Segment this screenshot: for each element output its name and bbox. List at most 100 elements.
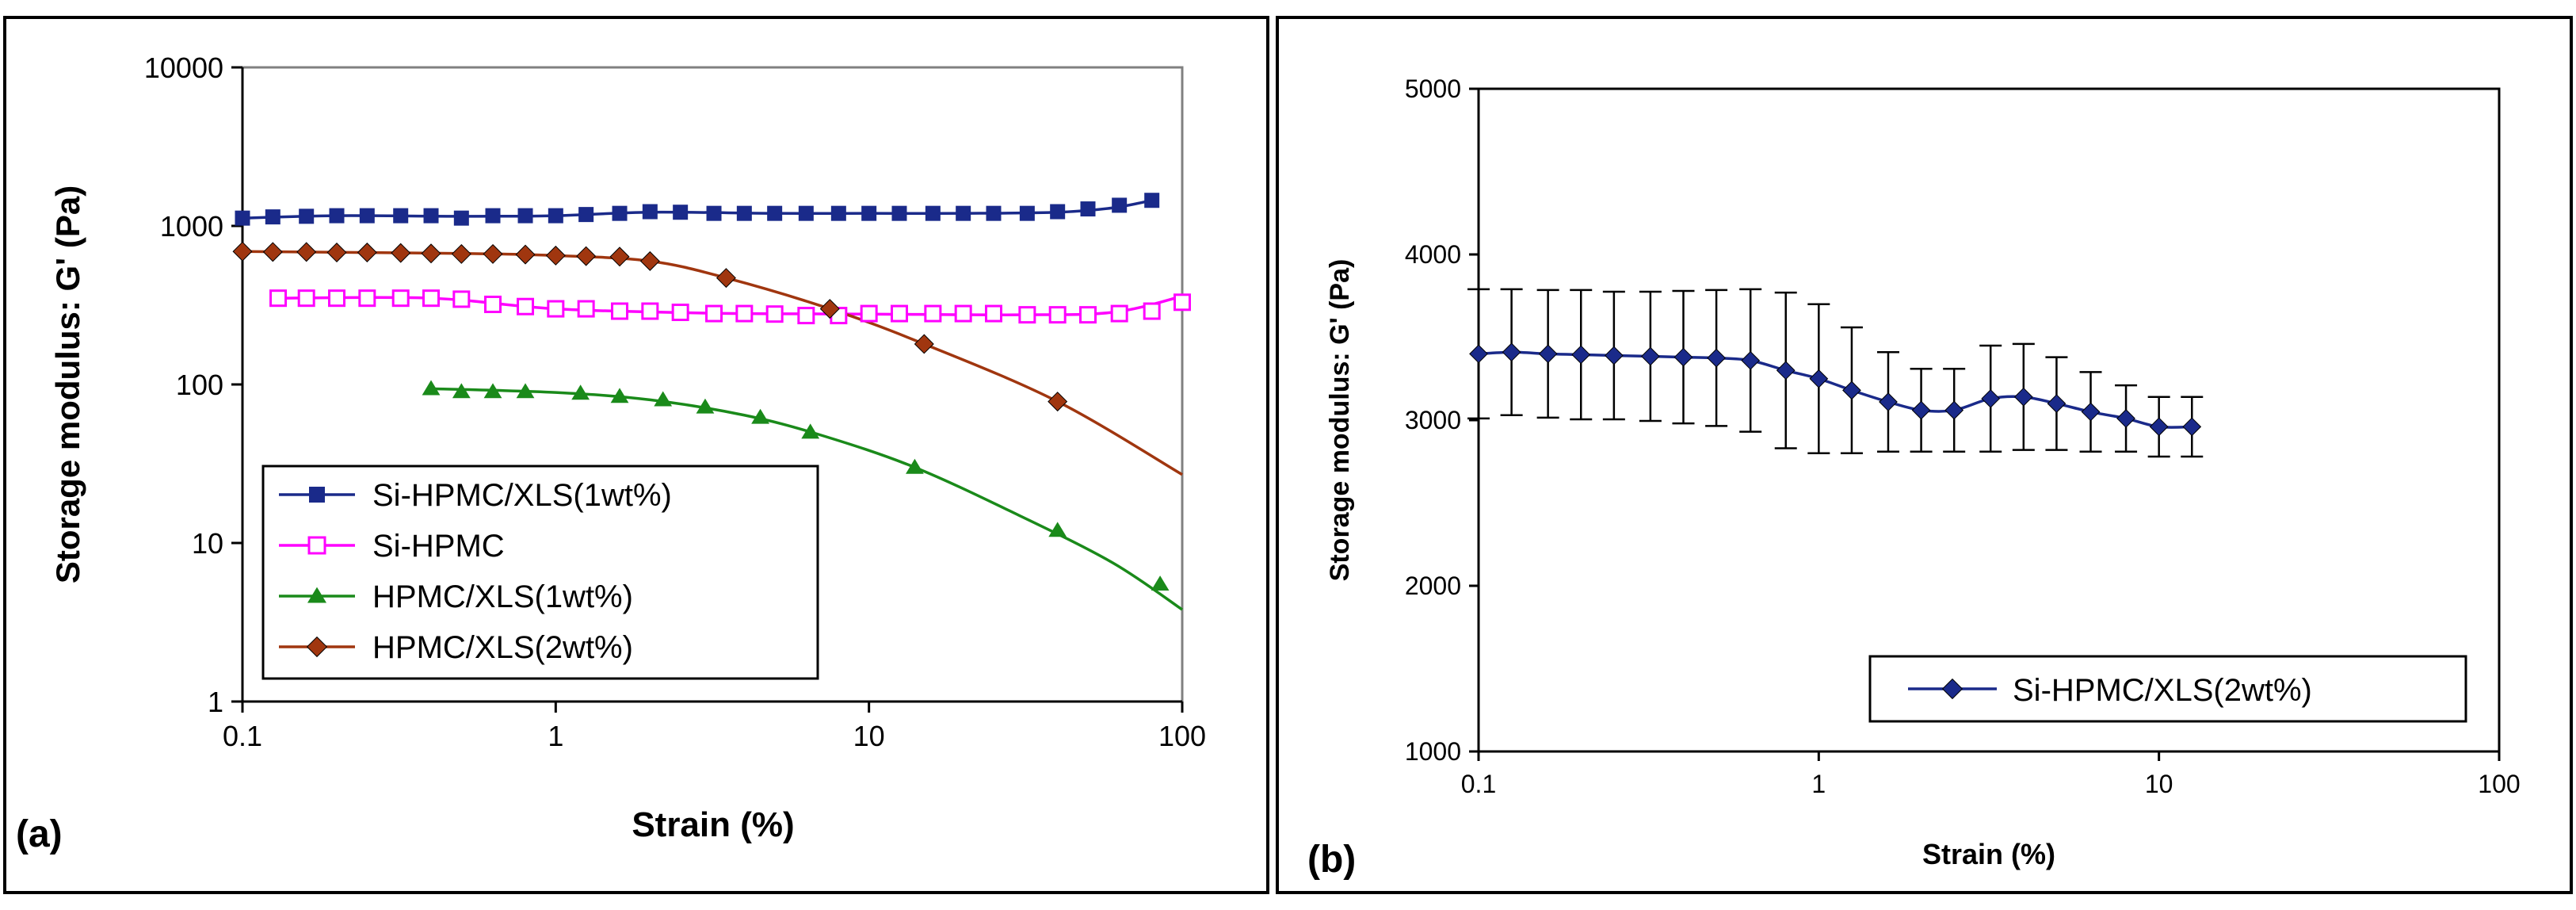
data-point [393,208,409,224]
data-point [1050,204,1066,220]
y-tick-label: 5000 [1405,75,1461,103]
data-point [452,383,471,399]
data-point [1842,380,1861,400]
data-point [483,243,503,264]
data-point [515,244,536,265]
y-axis-b: 1000 2000 3000 4000 5000 [1405,75,1479,766]
panel-label-b: (b) [1307,839,1356,881]
legend-marker [307,587,326,603]
panel-a-frame [3,16,1269,894]
data-point [548,208,563,224]
x-axis-label-b: Strain (%) [1922,838,2055,870]
legend-marker [306,636,328,658]
data-point [232,241,253,262]
legend-marker [309,487,325,503]
data-point [954,304,972,323]
data-point [571,384,590,400]
data-point [235,210,250,226]
data-point [423,208,439,224]
data-point [1571,345,1591,365]
x-axis-a: 0.1 1 10 100 [223,700,1206,752]
data-point [706,205,722,221]
series-lines-b [1478,350,2192,429]
data-point [641,302,659,320]
data-point [767,205,783,221]
data-point [1944,400,1964,420]
x-tick-label: 100 [1158,720,1206,752]
data-point [421,243,441,264]
data-point [1144,193,1160,208]
data-point [1707,348,1726,368]
x-tick-label: 0.1 [223,720,262,752]
data-point [1538,344,1558,364]
data-point [516,383,535,399]
series-markers-a [232,193,1191,591]
data-point [612,205,628,221]
data-point [299,208,315,224]
data-point [357,243,377,262]
data-point [801,423,820,439]
y-axis-label-b: Storage modulus: G' (Pa) [1325,259,1355,582]
x-tick-label: 10 [2145,770,2173,798]
panel-label-a: (a) [16,813,63,855]
y-tick-label: 100 [176,369,223,401]
data-point [262,242,283,262]
data-point [1879,392,1898,411]
data-point [359,208,375,224]
data-point [860,304,878,323]
data-point [890,304,908,323]
data-point [819,299,840,319]
data-point [576,246,597,266]
data-point [517,208,533,224]
data-point [705,304,723,323]
data-point [1604,346,1624,365]
data-point [2149,417,2169,437]
x-tick-label: 0.1 [1461,770,1496,798]
data-point [517,297,535,315]
data-point [422,289,441,308]
data-point [906,458,924,474]
data-point [1078,306,1097,324]
data-point [391,289,410,308]
data-point [2081,402,2101,422]
data-point [1174,293,1191,312]
data-point [609,247,630,267]
data-point [1151,575,1170,591]
data-point [485,208,501,224]
data-point [696,398,715,414]
x-axis-label-a: Strain (%) [632,805,794,844]
data-point [1019,205,1035,221]
x-tick-label: 1 [1811,770,1826,798]
data-point [956,205,971,221]
data-point [328,289,346,308]
data-point [765,305,784,323]
data-point [610,388,629,403]
data-point [716,268,736,289]
y-axis-label-a: Storage modulus: G' (Pa) [49,185,86,583]
legend-marker [1941,678,1963,700]
data-point [925,205,941,221]
data-point [326,243,347,262]
data-point [547,300,565,318]
data-point [671,304,689,322]
x-axis-b: 0.1 1 10 100 [1461,751,2521,798]
data-point [1741,350,1761,370]
data-point [265,209,280,225]
y-tick-label: 4000 [1405,240,1461,269]
data-point [2013,387,2033,407]
data-point [611,302,629,320]
data-point [642,204,658,220]
data-point [1143,302,1161,320]
plot-area-b [1477,87,2501,753]
legend-label: HPMC/XLS(1wt%) [372,579,633,614]
data-point [986,205,1002,221]
data-point [673,205,689,220]
legend-label: Si-HPMC/XLS(2wt%) [2013,673,2312,708]
data-point [736,205,752,221]
data-point [1048,392,1068,412]
data-point [297,289,315,308]
data-point [797,307,815,325]
series-markers-b [1469,342,2202,437]
